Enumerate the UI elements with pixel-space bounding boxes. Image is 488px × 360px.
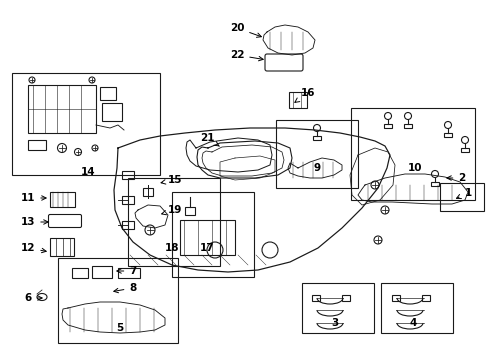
Text: 1: 1 xyxy=(456,188,470,198)
Text: 20: 20 xyxy=(229,23,261,37)
Bar xyxy=(28,85,96,133)
Bar xyxy=(184,207,195,215)
Bar xyxy=(383,124,391,128)
Bar xyxy=(312,136,320,140)
Text: 5: 5 xyxy=(116,323,123,333)
Text: 7: 7 xyxy=(117,266,137,276)
Text: 8: 8 xyxy=(114,283,136,293)
Bar xyxy=(311,295,319,301)
Bar xyxy=(341,295,349,301)
Bar xyxy=(180,220,235,255)
Bar xyxy=(72,268,88,278)
Bar xyxy=(460,148,468,152)
Bar xyxy=(302,283,373,333)
Bar xyxy=(118,268,140,278)
Text: 17: 17 xyxy=(199,243,214,253)
Bar xyxy=(58,258,178,343)
Text: 14: 14 xyxy=(81,167,95,177)
Text: 4: 4 xyxy=(408,318,416,328)
Bar xyxy=(100,87,116,100)
Text: 22: 22 xyxy=(229,50,263,61)
Bar xyxy=(439,183,483,211)
Text: 6: 6 xyxy=(24,293,42,303)
Text: 18: 18 xyxy=(164,243,179,253)
Text: 16: 16 xyxy=(294,88,315,102)
Text: 10: 10 xyxy=(407,163,421,173)
Text: 9: 9 xyxy=(313,163,320,173)
Bar xyxy=(122,221,134,229)
Bar xyxy=(430,182,438,186)
Text: 2: 2 xyxy=(446,173,465,183)
Bar xyxy=(12,73,160,175)
Text: 12: 12 xyxy=(20,243,46,253)
Bar xyxy=(443,133,451,137)
Bar xyxy=(128,178,220,266)
Text: 13: 13 xyxy=(20,217,48,227)
Bar xyxy=(288,92,306,108)
Text: 3: 3 xyxy=(331,318,338,328)
Bar xyxy=(122,171,134,179)
Bar xyxy=(102,103,122,121)
Bar xyxy=(142,188,153,196)
Bar xyxy=(172,192,253,277)
Bar xyxy=(50,238,74,256)
Bar xyxy=(50,192,75,207)
Bar xyxy=(350,108,474,200)
Bar xyxy=(275,120,357,188)
Text: 11: 11 xyxy=(20,193,46,203)
Text: 21: 21 xyxy=(199,133,219,146)
Text: 15: 15 xyxy=(161,175,182,185)
Bar xyxy=(403,124,411,128)
Bar xyxy=(421,295,429,301)
Bar xyxy=(122,196,134,204)
Text: 19: 19 xyxy=(162,205,182,215)
Bar xyxy=(92,266,112,278)
Bar xyxy=(391,295,399,301)
Bar xyxy=(380,283,452,333)
Bar xyxy=(28,140,46,150)
